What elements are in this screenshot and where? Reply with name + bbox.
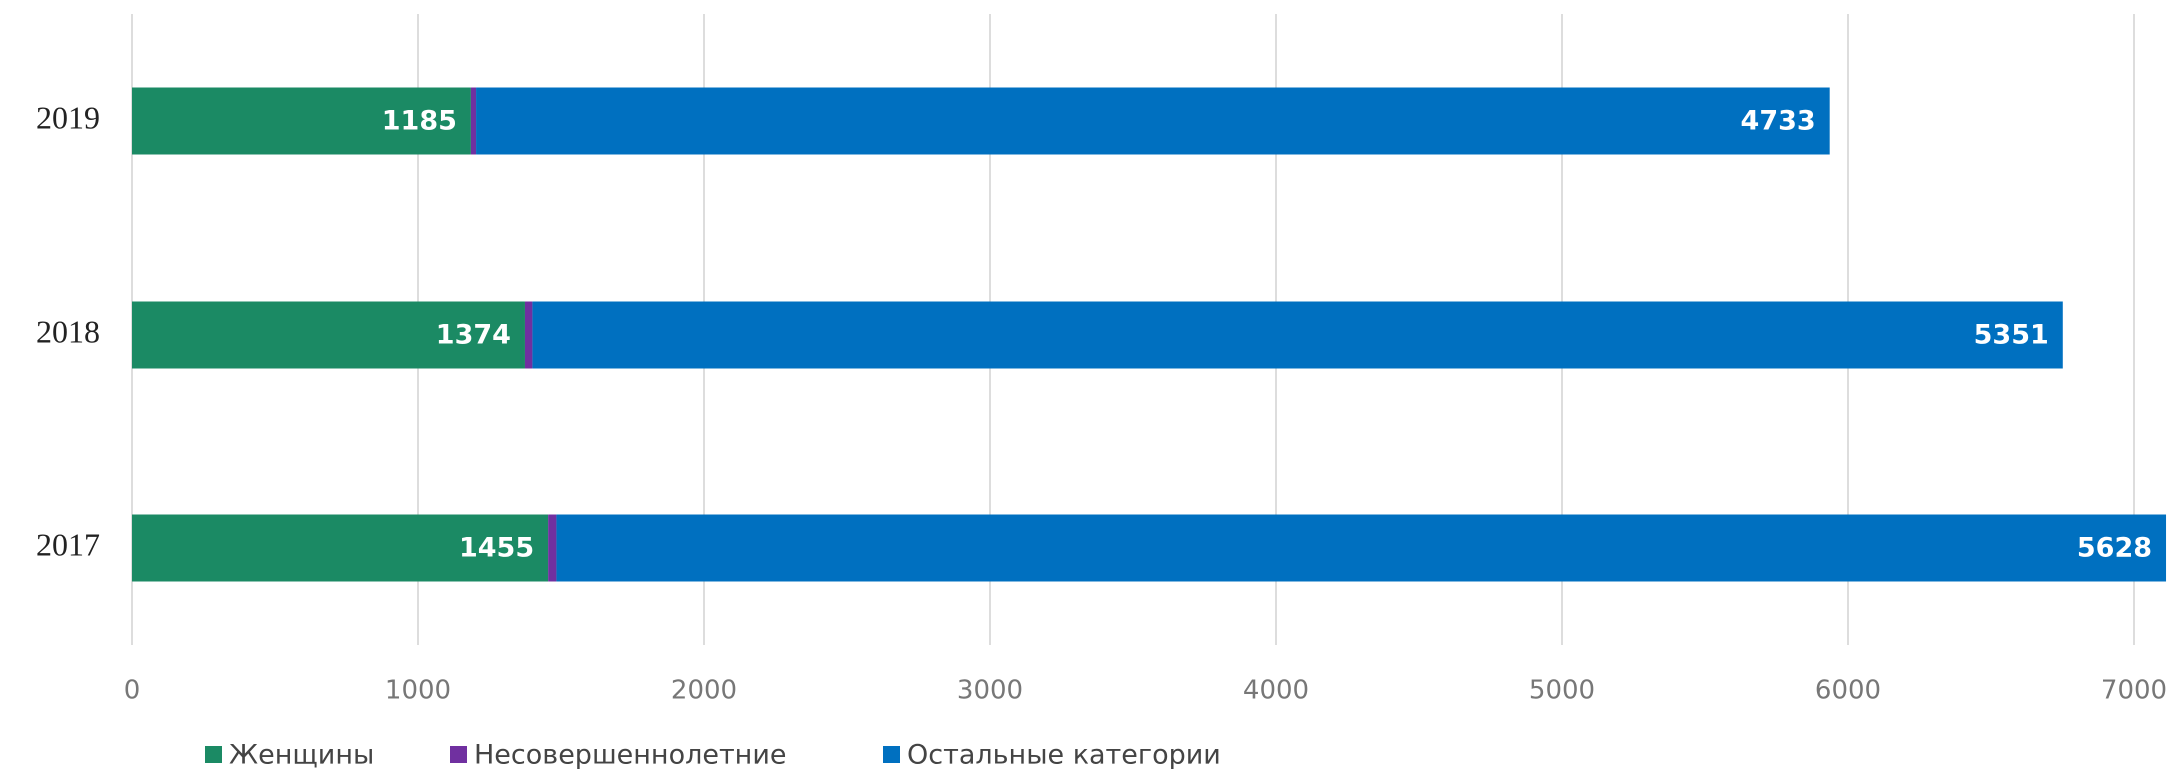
legend-swatch: [450, 746, 467, 763]
bar-segment: [132, 301, 525, 369]
bar-segment: [524, 301, 533, 369]
x-tick-label: 6000: [1815, 676, 1881, 706]
y-tick-label: 2017: [36, 526, 100, 562]
legend-label: Остальные категории: [907, 740, 1221, 771]
bar-segment: [476, 87, 1830, 155]
legend-label: Женщины: [229, 740, 374, 771]
data-label: 1455: [459, 533, 534, 564]
y-tick-label: 2019: [36, 99, 100, 135]
bar-segment: [532, 301, 2063, 369]
x-tick-label: 2000: [671, 676, 737, 706]
legend-swatch: [205, 746, 222, 763]
bar-segment: [132, 87, 471, 155]
x-tick-label: 3000: [957, 676, 1023, 706]
data-label: 5628: [2077, 533, 2152, 564]
data-label: 4733: [1741, 106, 1816, 137]
bar-segment: [556, 514, 2167, 582]
y-tick-label: 2018: [36, 313, 100, 349]
x-tick-label: 4000: [1243, 676, 1309, 706]
x-tick-label: 0: [124, 676, 141, 706]
legend-swatch: [883, 746, 900, 763]
data-label: 1374: [436, 320, 511, 351]
x-tick-label: 7000: [2101, 676, 2167, 706]
legend-label: Несовершеннолетние: [474, 740, 787, 771]
data-label: 5351: [1974, 320, 2049, 351]
x-tick-label: 5000: [1529, 676, 1595, 706]
bar-segment: [470, 87, 477, 155]
data-label: 1185: [382, 106, 457, 137]
bar-segment: [132, 514, 549, 582]
x-tick-label: 1000: [385, 676, 451, 706]
bar-segment: [548, 514, 557, 582]
